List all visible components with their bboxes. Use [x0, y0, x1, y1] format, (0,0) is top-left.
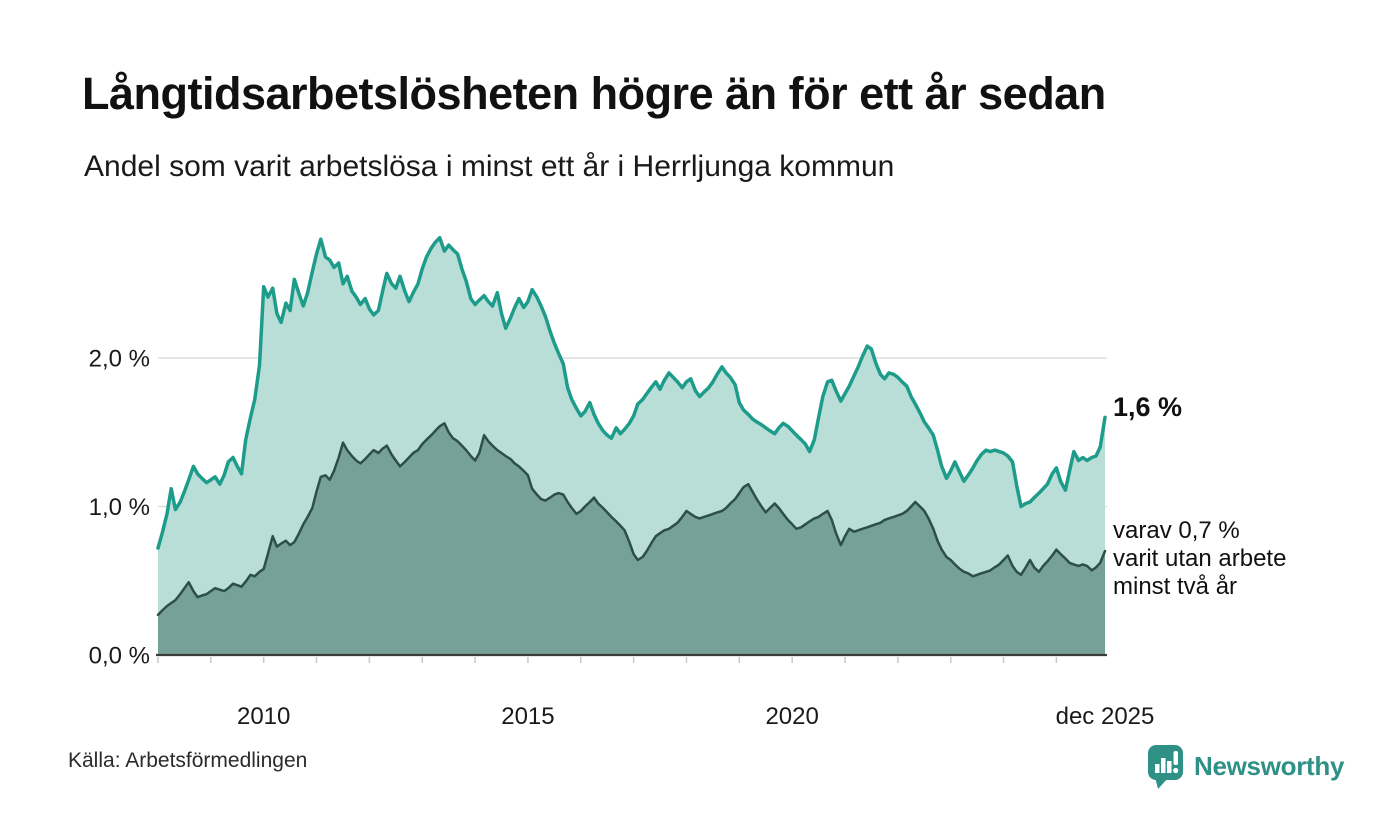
x-axis-label: 2020	[765, 703, 818, 730]
area-unemployed-2yr	[158, 423, 1105, 655]
x-axis-label: dec 2025	[1056, 703, 1155, 730]
x-axis-label: 2015	[501, 703, 554, 730]
y-axis-label: 1,0 %	[89, 494, 150, 521]
newsworthy-logo-text: Newsworthy	[1194, 750, 1345, 781]
y-axis-label: 2,0 %	[89, 346, 150, 373]
page-title: Långtidsarbetslösheten högre än för ett …	[82, 68, 1106, 119]
page-subtitle: Andel som varit arbetslösa i minst ett å…	[84, 150, 895, 183]
newsworthy-bar-chart-icon	[1148, 745, 1183, 789]
newsworthy-logo: Newsworthy	[1147, 742, 1344, 790]
last-value-label: 1,6 %	[1113, 392, 1183, 422]
source-note: Källa: Arbetsförmedlingen	[68, 749, 308, 772]
x-axis-label: 2010	[237, 703, 290, 730]
line-unemployed-1yr	[156, 235, 1107, 550]
secondary-series-label: varav 0,7 % varit utan arbete minst två …	[1113, 517, 1287, 600]
y-axis-label: 0,0 %	[89, 643, 150, 670]
line-unemployed-2yr	[156, 422, 1107, 617]
